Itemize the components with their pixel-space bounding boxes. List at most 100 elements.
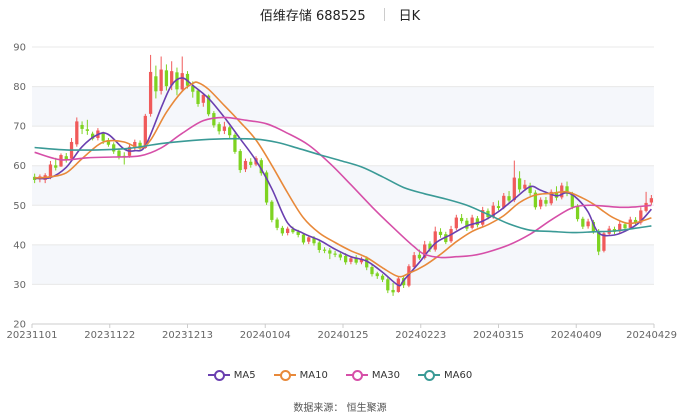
candle-body bbox=[649, 198, 653, 203]
candle-down bbox=[322, 247, 327, 254]
candle-body bbox=[217, 124, 221, 132]
candle-body bbox=[133, 141, 137, 149]
candle-up bbox=[159, 56, 163, 95]
series-line-ma60 bbox=[34, 137, 652, 234]
candle-body bbox=[101, 133, 105, 141]
candle-body bbox=[307, 237, 311, 242]
candle-body bbox=[238, 151, 242, 171]
candle-down bbox=[517, 171, 522, 193]
candle-body bbox=[138, 142, 142, 149]
candle-body bbox=[386, 279, 390, 291]
candle-body bbox=[639, 210, 643, 223]
candle-down bbox=[565, 181, 569, 197]
x-tick-label: 20231213 bbox=[162, 330, 213, 341]
candle-body bbox=[175, 72, 179, 90]
candle-body bbox=[296, 231, 300, 235]
stock-title: 佰维存储 688525 bbox=[259, 8, 366, 24]
candle-body bbox=[359, 258, 364, 263]
candle-up bbox=[75, 117, 79, 147]
candle-body bbox=[380, 275, 385, 280]
candle-down bbox=[328, 248, 332, 260]
candle-body bbox=[338, 254, 342, 258]
period-label[interactable]: 日K bbox=[398, 8, 421, 24]
candle-body bbox=[491, 205, 495, 217]
ma-lines bbox=[34, 77, 652, 287]
candle-body bbox=[349, 258, 353, 262]
legend-ma5-label: MA5 bbox=[233, 369, 256, 381]
candle-up bbox=[433, 226, 437, 252]
candle-up bbox=[470, 214, 474, 230]
candle-body bbox=[90, 133, 95, 139]
legend-ma60[interactable]: MA60 bbox=[418, 369, 472, 381]
candle-down bbox=[380, 274, 385, 283]
candle-body bbox=[407, 266, 411, 286]
candle-body bbox=[59, 155, 63, 167]
candle-down bbox=[575, 204, 580, 222]
x-tick-label: 20240315 bbox=[473, 330, 524, 341]
series-line-ma30 bbox=[34, 116, 652, 259]
series-line-ma10 bbox=[34, 81, 652, 278]
legend-ma10[interactable]: MA10 bbox=[273, 369, 328, 381]
candle-body bbox=[375, 273, 379, 277]
candle-body bbox=[507, 196, 511, 201]
candle-body bbox=[481, 210, 485, 225]
candle-body bbox=[465, 220, 469, 229]
legend-ma30[interactable]: MA30 bbox=[345, 369, 401, 381]
candle-body bbox=[275, 219, 279, 228]
candle-down bbox=[438, 228, 443, 238]
candle-down bbox=[64, 153, 68, 163]
candle-down bbox=[228, 125, 232, 139]
x-tick-label: 20240409 bbox=[551, 330, 602, 341]
candle-body bbox=[64, 156, 68, 160]
candle-body bbox=[618, 223, 622, 232]
candle-body bbox=[602, 233, 606, 251]
y-tick-label: 60 bbox=[13, 161, 26, 172]
candle-down bbox=[212, 111, 216, 128]
candle-body bbox=[233, 134, 237, 152]
candle-up bbox=[549, 189, 553, 206]
candle-body bbox=[502, 195, 506, 208]
candle-body bbox=[206, 95, 211, 115]
legend: MA5 MA10 MA30 MA60 bbox=[0, 367, 680, 383]
candle-body bbox=[328, 250, 332, 254]
candle-body bbox=[496, 206, 501, 209]
candle-down bbox=[249, 158, 253, 168]
candle-body bbox=[85, 129, 89, 131]
candle-body bbox=[391, 289, 395, 293]
plot-band bbox=[32, 244, 654, 285]
x-tick-label: 20240125 bbox=[318, 330, 369, 341]
y-tick-label: 40 bbox=[13, 240, 26, 251]
candle-body bbox=[80, 124, 84, 129]
candle-body bbox=[417, 254, 422, 259]
candle-body bbox=[423, 244, 427, 258]
candle-down bbox=[354, 255, 358, 265]
x-tick-label: 20240429 bbox=[626, 330, 677, 341]
legend-ma30-label: MA30 bbox=[371, 369, 401, 381]
candle-down bbox=[122, 152, 126, 165]
candle-down bbox=[338, 252, 342, 261]
legend-ma5[interactable]: MA5 bbox=[207, 369, 256, 381]
series-line-ma5 bbox=[34, 77, 652, 287]
candle-down bbox=[333, 250, 337, 258]
candle-down bbox=[528, 182, 532, 196]
candle-down bbox=[280, 225, 285, 236]
plot-bands bbox=[32, 86, 654, 285]
candle-body bbox=[291, 229, 295, 233]
candle-body bbox=[575, 206, 580, 220]
candle-body bbox=[444, 234, 448, 243]
candle-body bbox=[433, 231, 437, 250]
candle-body bbox=[48, 164, 53, 177]
candle-body bbox=[75, 121, 79, 145]
candle-body bbox=[249, 161, 253, 165]
candle-body bbox=[148, 71, 153, 114]
candle-down bbox=[138, 140, 142, 151]
candle-up bbox=[222, 121, 227, 135]
candle-body bbox=[196, 90, 200, 104]
candle-body bbox=[159, 69, 163, 91]
candle-body bbox=[365, 258, 369, 268]
candle-up bbox=[481, 206, 485, 227]
candle-body bbox=[428, 243, 432, 250]
candle-down bbox=[370, 265, 374, 277]
candle-body bbox=[301, 234, 306, 243]
